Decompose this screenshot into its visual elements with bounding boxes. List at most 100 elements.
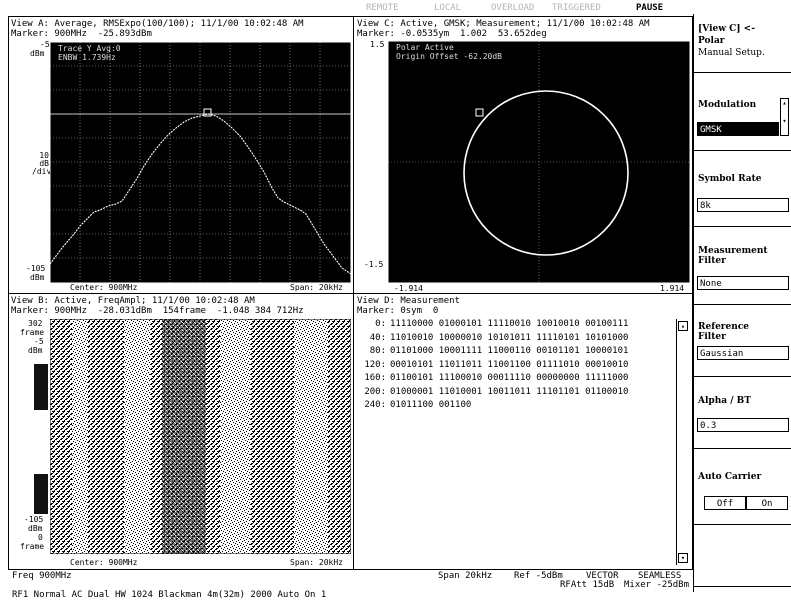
symbol-row-bits: 00010101 11011011 11001100 01111010 0001… <box>390 359 629 370</box>
symbol-row-bits: 01100101 11100010 00011110 00000000 1111… <box>390 373 629 383</box>
footer-span: Span 20kHz <box>438 571 493 581</box>
softkey-separator <box>694 72 791 73</box>
alpha-bt-label: Alpha / BT <box>698 396 751 406</box>
spinner-up-icon[interactable]: ▴ <box>782 99 787 107</box>
horizontal-divider <box>8 293 693 294</box>
measurement-filter-label: Measurement Filter <box>698 246 768 266</box>
measurement-filter-select[interactable]: None <box>697 276 789 290</box>
symbol-row-index: 0: <box>375 319 386 329</box>
view-b-marker: Marker: 900MHz -28.031dBm 154frame -1.04… <box>11 306 304 316</box>
view-c-overlay-2: Origin Offset -62.20dB <box>396 52 502 61</box>
symbol-row: 0: 11110000 01000101 11110010 10010010 00… <box>356 318 628 332</box>
view-b[interactable]: View B: Active, FreqAmpl; 11/1/00 10:02:… <box>8 294 353 570</box>
modulation-select[interactable]: GMSK <box>697 122 779 136</box>
view-c[interactable]: View C: Active, GMSK; Measurement; 11/1/… <box>354 17 693 293</box>
overload-indicator: OVERLOAD <box>491 3 535 13</box>
symbol-row-index: 160: <box>364 373 386 383</box>
footer-seamless: SEAMLESS <box>638 571 682 581</box>
view-c-y-top: 1.5 <box>370 40 385 49</box>
view-b-y-b-unit: dBm <box>28 524 43 533</box>
view-a-overlay-2: ENBW 1.739Hz <box>58 53 116 62</box>
view-c-y-bottom: -1.5 <box>364 260 384 269</box>
reference-filter-select[interactable]: Gaussian <box>697 346 789 360</box>
local-indicator: LOCAL <box>434 3 462 13</box>
view-b-y-a: -5 <box>34 337 44 346</box>
auto-carrier-off-button[interactable]: Off <box>704 496 746 510</box>
symbol-rate-label: Symbol Rate <box>698 174 762 184</box>
view-a-y-top-unit: dBm <box>30 49 45 58</box>
softkey-manual-setup[interactable]: Manual Setup. <box>698 48 765 58</box>
footer-mixer: Mixer -25dBm <box>624 580 690 590</box>
view-c-marker: Marker: -0.0535ym 1.002 53.652deg <box>357 29 547 39</box>
symbol-row: 200: 01000001 11010001 10011011 11101101 … <box>356 386 628 400</box>
symbol-row-bits: 11010010 10000010 10101011 11110101 1010… <box>390 332 629 343</box>
modulation-label: Modulation <box>698 100 757 110</box>
view-b-y-top-unit: frame <box>20 328 45 337</box>
symbol-rate-input[interactable]: 8k <box>697 198 789 212</box>
view-a-y-bottom-unit: dBm <box>30 273 45 282</box>
symbol-row: 80: 01101000 10001111 11000110 00101101 1… <box>356 345 629 359</box>
reference-filter-label: Reference Filter <box>698 322 750 342</box>
view-c-overlay-1: Polar Active <box>396 43 454 52</box>
softkey-mode[interactable]: Polar <box>698 36 725 46</box>
scroll-up-arrow-icon[interactable]: ▴ <box>678 321 688 331</box>
view-a-y-bottom: -105 <box>26 264 46 273</box>
view-a[interactable]: View A: Average, RMSExpo(100/100); 11/1/… <box>8 17 353 293</box>
symbol-row-index: 80: <box>369 346 386 356</box>
symbol-row-index: 40: <box>369 332 386 343</box>
view-a-trace <box>50 113 351 275</box>
footer-rfatt: RFAtt 15dB <box>560 580 615 590</box>
view-a-marker: Marker: 900MHz -25.893dBm <box>11 29 152 39</box>
view-b-y-a-unit: dBm <box>28 346 43 355</box>
view-c-marker-box <box>475 108 484 117</box>
remote-indicator: REMOTE <box>366 3 399 13</box>
symbol-row-index: 200: <box>364 386 386 397</box>
view-b-y-b: -105 <box>24 515 44 524</box>
symbol-row: 120: 00010101 11011011 11001100 01111010 … <box>356 359 628 373</box>
view-c-x-left: -1.914 <box>394 284 423 293</box>
view-a-y-top: -5 <box>40 40 50 49</box>
view-b-color-scale-bottom <box>34 474 48 514</box>
view-c-title: View C: Active, GMSK; Measurement; 11/1/… <box>357 19 650 29</box>
triggered-indicator: TRIGGERED <box>552 3 601 13</box>
view-c-x-right: 1.914 <box>660 284 685 293</box>
footer-ref: Ref -5dBm <box>514 571 563 581</box>
symbol-row: 240: 01011100 001100 <box>356 399 471 413</box>
view-b-title: View B: Active, FreqAmpl; 11/1/00 10:02:… <box>11 296 255 306</box>
view-a-overlay-1: Trace Y Avg:0 <box>58 44 121 53</box>
view-b-spectrogram[interactable] <box>50 319 351 554</box>
view-a-title: View A: Average, RMSExpo(100/100); 11/1/… <box>11 19 304 29</box>
symbol-row: 160: 01100101 11100010 00011110 00000000 … <box>356 372 628 386</box>
symbol-row-bits: 01000001 11010001 10011011 11101101 0110… <box>390 386 629 397</box>
spinner-down-icon[interactable]: ▾ <box>782 117 787 125</box>
view-a-y-scale: 10 dB /div <box>32 151 52 176</box>
symbol-row-bits: 11110000 01000101 11110010 10010010 0010… <box>390 319 629 329</box>
view-b-span: Span: 20kHz <box>290 558 343 567</box>
view-c-polar-plot[interactable]: Polar Active Origin Offset -62.20dB <box>388 41 690 283</box>
softkey-header[interactable]: [View C] <- <box>698 24 755 34</box>
auto-carrier-label: Auto Carrier <box>698 472 762 482</box>
modulation-spinner[interactable]: ▴ ▾ <box>780 98 789 136</box>
pause-indicator: PAUSE <box>636 3 664 13</box>
scroll-down-arrow-icon[interactable]: ▾ <box>678 553 688 563</box>
view-d-symbol-table: 0: 11110000 01000101 11110010 10010010 00… <box>356 318 676 558</box>
view-a-marker-box <box>203 108 212 117</box>
auto-carrier-on-button[interactable]: On <box>746 496 788 510</box>
view-b-color-scale-top <box>34 364 48 410</box>
view-a-spectrum-plot[interactable]: Trace Y Avg:0 ENBW 1.739Hz <box>50 42 351 283</box>
softkey-menu: [View C] <- Polar Manual Setup. Modulati… <box>693 14 791 592</box>
view-d-scrollbar[interactable]: ▴ ▾ <box>676 319 689 565</box>
view-a-center: Center: 900MHz <box>70 283 138 292</box>
view-d[interactable]: View D: Measurement Marker: 0sym 0 0: 111… <box>354 294 693 570</box>
footer-status-line: RF1 Normal AC Dual HW 1024 Blackman 4m(3… <box>12 590 327 600</box>
view-b-y-bottom-unit: frame <box>20 542 45 551</box>
view-d-title: View D: Measurement <box>357 296 460 306</box>
view-b-y-bottom: 0 <box>38 533 43 542</box>
status-bar: REMOTE LOCAL OVERLOAD TRIGGERED PAUSE <box>360 3 680 15</box>
symbol-row: 40: 11010010 10000010 10101011 11110101 1… <box>356 332 629 346</box>
footer-vector: VECTOR <box>586 571 619 581</box>
alpha-bt-input[interactable]: 0.3 <box>697 418 789 432</box>
view-a-span: Span: 20kHz <box>290 283 343 292</box>
symbol-row-bits: 01011100 001100 <box>390 400 472 410</box>
symbol-row-index: 240: <box>364 400 386 410</box>
